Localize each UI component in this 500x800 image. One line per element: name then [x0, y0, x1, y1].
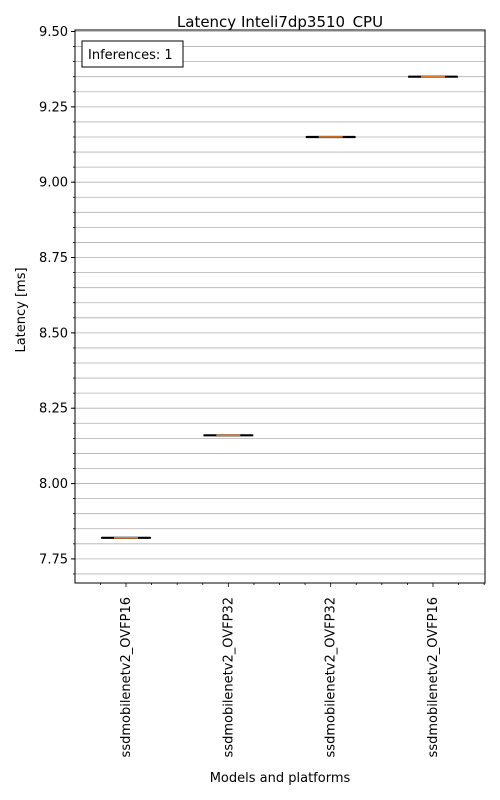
y-tick-label: 8.50 [39, 326, 68, 341]
box-series [100, 75, 459, 539]
x-axis-ticks: ssdmobilenetv2_OVFP16 ssdmobilenetv2_OVFP… [100, 583, 485, 757]
y-tick-label: 8.00 [39, 477, 68, 492]
x-tick-label: ssdmobilenetv2_OVFP32 [324, 597, 339, 757]
y-tick-label: 7.75 [39, 552, 68, 567]
x-tick-label: ssdmobilenetv2_OVFP16 [426, 597, 441, 757]
x-tick-label: ssdmobilenetv2_OVFP16 [119, 597, 134, 757]
x-axis-label: Models and platforms [210, 771, 351, 786]
y-tick-label: 8.75 [39, 251, 68, 266]
y-axis-label: Latency [ms] [14, 267, 29, 352]
grid-lines [75, 31, 485, 575]
y-tick-label: 9.00 [39, 176, 68, 191]
plot-frame [74, 29, 486, 584]
y-axis-ticks: 7.75 8.00 8.25 8.50 8.75 9.00 9.25 9.50 [39, 25, 75, 575]
y-tick-label: 9.50 [39, 25, 68, 40]
inferences-annotation: Inferences: 1 [88, 48, 173, 63]
chart-title: Latency Inteli7dp3510_CPU [177, 13, 383, 32]
x-tick-label: ssdmobilenetv2_OVFP32 [221, 597, 236, 757]
y-tick-label: 8.25 [39, 402, 68, 417]
y-tick-label: 9.25 [39, 100, 68, 115]
legend-box: Inferences: 1 [81, 40, 184, 68]
